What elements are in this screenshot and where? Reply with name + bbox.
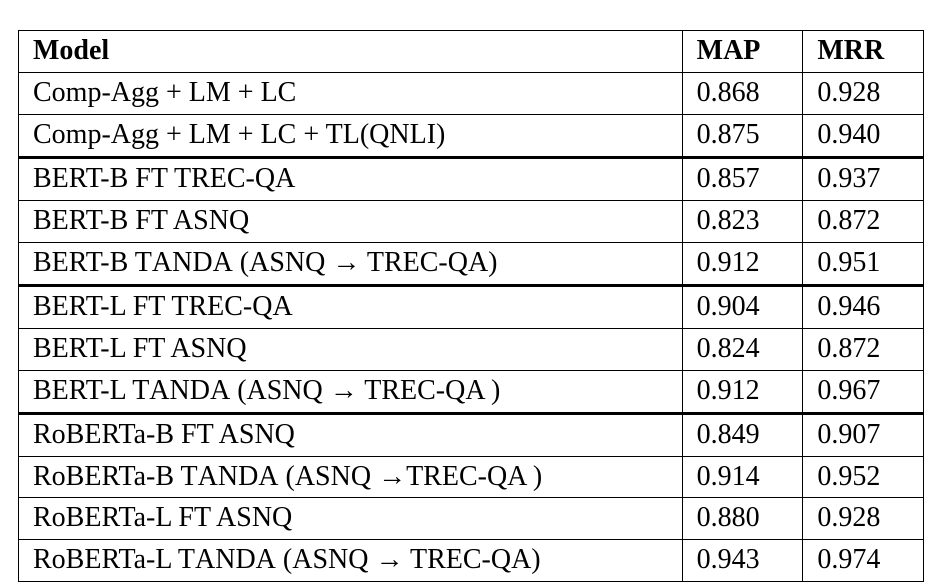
cell-model: RoBERTa-L FT ASNQ: [19, 498, 683, 540]
cell-model: BERT-B FT ASNQ: [19, 200, 683, 242]
cell-map: 0.904: [682, 285, 803, 328]
cell-model: Comp-Agg + LM + LC + TL(QNLI): [19, 114, 683, 157]
table-row: BERT-L FT ASNQ0.8240.872: [19, 328, 924, 370]
cell-map: 0.857: [682, 157, 803, 200]
cell-mrr: 0.951: [803, 242, 924, 285]
cell-mrr: 0.907: [803, 413, 924, 456]
cell-model: BERT-L FT TREC-QA: [19, 285, 683, 328]
cell-mrr: 0.952: [803, 456, 924, 498]
col-header-mrr: MRR: [803, 31, 924, 73]
cell-mrr: 0.928: [803, 72, 924, 114]
cell-mrr: 0.872: [803, 200, 924, 242]
cell-map: 0.943: [682, 540, 803, 582]
cell-map: 0.912: [682, 242, 803, 285]
cell-map: 0.824: [682, 328, 803, 370]
table-row: BERT-L FT TREC-QA0.9040.946: [19, 285, 924, 328]
table-header-row: Model MAP MRR: [19, 31, 924, 73]
cell-model: RoBERTa-L TANDA (ASNQ → TREC-QA): [19, 540, 683, 582]
cell-mrr: 0.974: [803, 540, 924, 582]
cell-model: BERT-B TANDA (ASNQ → TREC-QA): [19, 242, 683, 285]
cell-map: 0.914: [682, 456, 803, 498]
results-table-body: Comp-Agg + LM + LC0.8680.928Comp-Agg + L…: [19, 72, 924, 581]
cell-model: RoBERTa-B FT ASNQ: [19, 413, 683, 456]
cell-map: 0.823: [682, 200, 803, 242]
cell-mrr: 0.946: [803, 285, 924, 328]
cell-map: 0.849: [682, 413, 803, 456]
cell-model: BERT-B FT TREC-QA: [19, 157, 683, 200]
table-row: RoBERTa-B TANDA (ASNQ →TREC-QA )0.9140.9…: [19, 456, 924, 498]
table-row: Comp-Agg + LM + LC0.8680.928: [19, 72, 924, 114]
cell-map: 0.912: [682, 370, 803, 413]
cell-mrr: 0.928: [803, 498, 924, 540]
table-row: Comp-Agg + LM + LC + TL(QNLI)0.8750.940: [19, 114, 924, 157]
table-row: BERT-B TANDA (ASNQ → TREC-QA)0.9120.951: [19, 242, 924, 285]
cell-mrr: 0.937: [803, 157, 924, 200]
cell-map: 0.875: [682, 114, 803, 157]
cell-map: 0.868: [682, 72, 803, 114]
table-row: BERT-L TANDA (ASNQ → TREC-QA )0.9120.967: [19, 370, 924, 413]
table-row: RoBERTa-B FT ASNQ0.8490.907: [19, 413, 924, 456]
cell-model: RoBERTa-B TANDA (ASNQ →TREC-QA ): [19, 456, 683, 498]
table-row: BERT-B FT ASNQ0.8230.872: [19, 200, 924, 242]
cell-mrr: 0.940: [803, 114, 924, 157]
cell-mrr: 0.872: [803, 328, 924, 370]
table-row: BERT-B FT TREC-QA0.8570.937: [19, 157, 924, 200]
results-table: Model MAP MRR Comp-Agg + LM + LC0.8680.9…: [18, 30, 924, 582]
cell-map: 0.880: [682, 498, 803, 540]
table-row: RoBERTa-L FT ASNQ0.8800.928: [19, 498, 924, 540]
col-header-model: Model: [19, 31, 683, 73]
cell-mrr: 0.967: [803, 370, 924, 413]
cell-model: BERT-L TANDA (ASNQ → TREC-QA ): [19, 370, 683, 413]
cell-model: BERT-L FT ASNQ: [19, 328, 683, 370]
cell-model: Comp-Agg + LM + LC: [19, 72, 683, 114]
col-header-map: MAP: [682, 31, 803, 73]
table-row: RoBERTa-L TANDA (ASNQ → TREC-QA)0.9430.9…: [19, 540, 924, 582]
